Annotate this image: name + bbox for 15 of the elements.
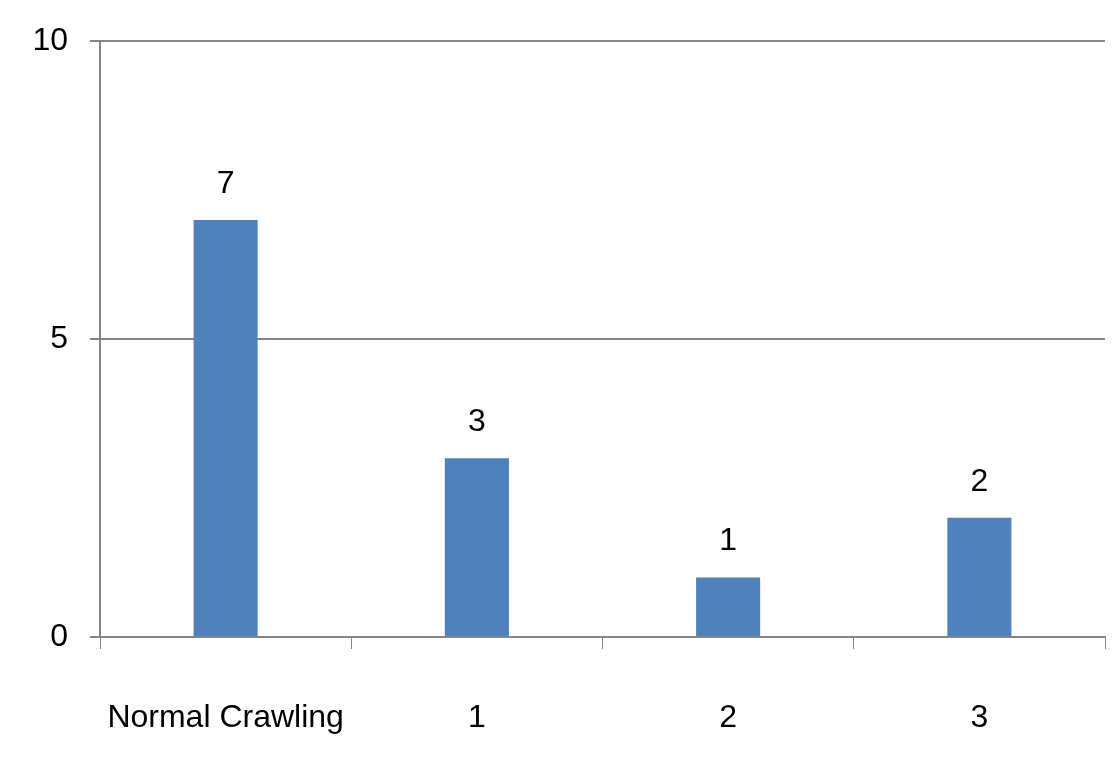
x-tick-label: 3 [970, 698, 989, 735]
bar [947, 517, 1012, 636]
x-tick-label: 1 [467, 698, 486, 735]
bar [193, 219, 258, 636]
bar [444, 458, 509, 636]
data-label: 1 [719, 521, 738, 558]
data-label: 3 [467, 402, 486, 439]
y-tick-label: 5 [50, 318, 68, 355]
data-label: 2 [970, 461, 989, 498]
data-label: 7 [216, 163, 235, 200]
x-tick-label: Normal Crawling [107, 698, 344, 735]
y-tick-label: 10 [32, 21, 68, 58]
bar [696, 577, 761, 636]
x-tick-label: 2 [719, 698, 738, 735]
y-tick-label: 0 [50, 616, 68, 653]
